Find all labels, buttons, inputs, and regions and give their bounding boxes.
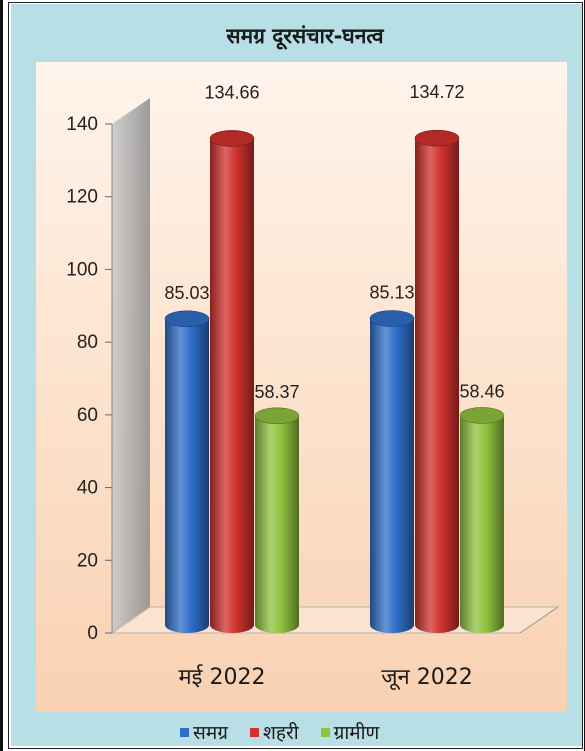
data-label-0-0: 85.03 (164, 283, 209, 303)
legend: समग्र शहरी ग्रामीण (180, 718, 379, 746)
bar-top-0-0 (164, 310, 210, 328)
bar-top-0-1 (209, 130, 255, 147)
data-label-1-0: 85.13 (369, 282, 414, 302)
bar-top-1-1 (414, 129, 460, 147)
bar-0-0 (165, 318, 209, 633)
x-category-label: मई 2022 (179, 664, 266, 690)
left-wall (112, 98, 150, 633)
bar-top-1-2 (459, 407, 505, 424)
y-tick-label: 140 (66, 114, 98, 135)
bar-0-1 (210, 138, 254, 633)
chart-title: समग्र दूरसंचार-घनत्व (226, 24, 384, 48)
y-tick-label: 20 (77, 550, 98, 571)
y-tick-label: 120 (66, 187, 98, 208)
bar-1-0 (370, 318, 414, 633)
bar-0-2 (255, 415, 299, 633)
y-tick-label: 40 (77, 478, 98, 499)
data-label-1-1: 134.72 (409, 82, 464, 102)
data-label-0-1: 134.66 (204, 82, 259, 102)
legend-item-rural: ग्रामीण (320, 719, 380, 745)
legend-label-overall: समग्र (193, 722, 228, 744)
y-tick-label: 60 (77, 405, 98, 426)
legend-swatch-urban (249, 727, 259, 737)
bar-1-1 (415, 138, 459, 633)
y-tick-label: 80 (77, 332, 98, 353)
data-label-0-2: 58.37 (254, 382, 299, 402)
legend-label-urban: शहरी (262, 722, 299, 744)
y-tick-label: 0 (87, 623, 98, 644)
legend-swatch-overall (180, 727, 189, 737)
inner-frame (8, 2, 583, 749)
legend-swatch-rural (320, 727, 330, 737)
bar-1-2 (460, 415, 504, 633)
y-tick-label: 100 (66, 259, 98, 280)
legend-item-overall: समग्र (180, 719, 228, 745)
legend-label-rural: ग्रामीण (333, 722, 380, 744)
x-category-label: जून 2022 (381, 665, 473, 691)
floor-edge (519, 606, 559, 634)
bar-top-0-2 (254, 407, 300, 425)
bar-top-1-0 (369, 310, 415, 327)
data-label-1-2: 58.46 (459, 381, 504, 401)
legend-item-urban: शहरी (249, 719, 299, 745)
